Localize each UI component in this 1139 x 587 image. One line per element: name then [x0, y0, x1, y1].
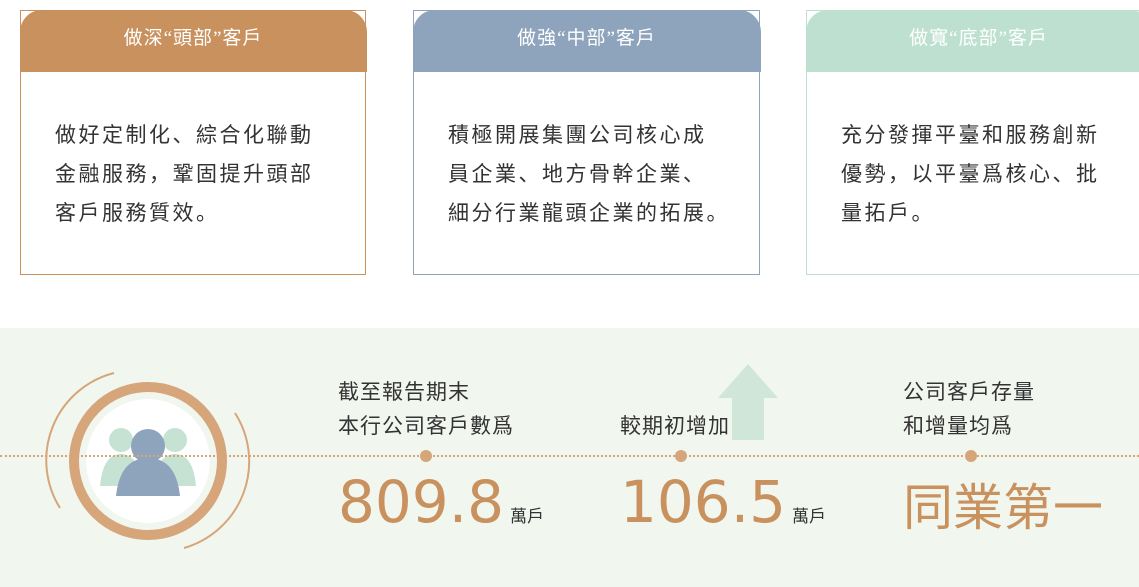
card: 做強“中部”客戶 積極開展集團公司核心成 員企業、地方骨幹企業、 細分行業龍頭企業的拓… — [412, 9, 761, 275]
card-line: 量拓戶。 — [841, 200, 935, 225]
card: 做寬“底部”客戶 充分發揮平臺和服務創新 優勢，以平臺爲核心、批 量拓戶。 — [805, 9, 1139, 275]
ring — [69, 382, 227, 540]
stat-value: 106.5 萬戶 — [620, 468, 826, 536]
stat-value: 同業第一 — [903, 468, 1103, 540]
stat-number: 809.8 — [338, 468, 505, 536]
stat-label: 較期初增加 — [620, 409, 730, 443]
stat-unit: 萬戶 — [792, 507, 827, 526]
card-line: 金融服務，鞏固提升頭部 — [55, 161, 314, 186]
stat-dot — [675, 450, 687, 462]
stat-dot — [420, 450, 432, 462]
stat-number: 同業第一 — [903, 480, 1103, 536]
card: 做深“頭部”客戶 做好定制化、綜合化聯動 金融服務，鞏固提升頭部 客戶服務質效。 — [19, 9, 367, 275]
card-line: 充分發揮平臺和服務創新 — [841, 122, 1100, 147]
stat-label-line: 本行公司客戶數爲 — [338, 414, 514, 438]
ring — [183, 412, 251, 549]
arrow — [718, 364, 778, 440]
stat-value: 809.8 萬戶 — [338, 468, 544, 536]
card-body: 積極開展集團公司核心成 員企業、地方骨幹企業、 細分行業龍頭企業的拓展。 — [414, 72, 759, 233]
stat-label: 截至報告期末本行公司客戶數爲 — [338, 375, 514, 443]
card-line: 優勢，以平臺爲核心、批 — [841, 161, 1100, 186]
stat-label: 公司客戶存量 和增量均爲 — [903, 375, 1035, 443]
card-line: 做好定制化、綜合化聯動 — [55, 122, 314, 147]
ring — [45, 372, 115, 509]
stat-number: 106.5 — [620, 468, 787, 536]
stat-unit: 萬戶 — [510, 507, 545, 526]
card-title: 做寬“底部”客戶 — [805, 9, 1139, 72]
card-line: 客戶服務質效。 — [55, 200, 220, 225]
stat-label-line: 公司客戶存量 — [903, 380, 1035, 404]
card-line: 員企業、地方骨幹企業、 — [448, 161, 707, 186]
stat-dot — [965, 450, 977, 462]
stats-panel: 截至報告期末本行公司客戶數爲 809.8 萬戶 較期初增加 106.5 萬戶 公司客戶存量和… — [0, 328, 1139, 587]
card-body: 充分發揮平臺和服務創新 優勢，以平臺爲核心、批 量拓戶。 — [807, 72, 1139, 233]
decor — [45, 364, 778, 549]
stat-label-line: 截至報告期末 — [338, 380, 470, 404]
card-line: 積極開展集團公司核心成 — [448, 122, 707, 147]
card-title: 做深“頭部”客戶 — [19, 9, 367, 72]
card-line: 細分行業龍頭企業的拓展。 — [448, 200, 730, 225]
card-body: 做好定制化、綜合化聯動 金融服務，鞏固提升頭部 客戶服務質效。 — [21, 72, 365, 233]
stat-label-line: 和增量均爲 — [903, 414, 1013, 438]
dotted-line — [0, 455, 1139, 457]
card-title: 做強“中部”客戶 — [412, 9, 761, 72]
stat-label-line: 較期初增加 — [620, 414, 730, 438]
